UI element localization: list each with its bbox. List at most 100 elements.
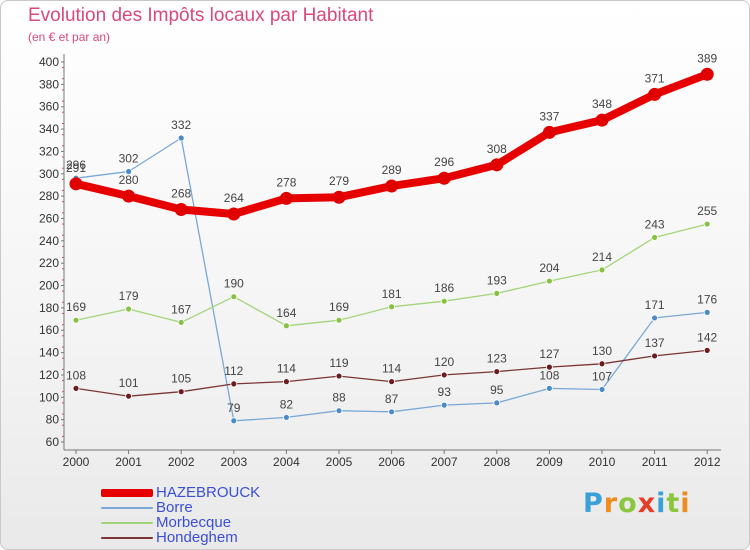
data-point-hazebrouck: [648, 87, 662, 101]
data-label-hondeghem: 112: [224, 364, 243, 378]
y-tick-label: 200: [39, 279, 59, 293]
x-tick-label: 2007: [431, 455, 458, 469]
data-label-morbecque: 255: [697, 204, 717, 218]
data-point-morbecque: [651, 234, 658, 241]
data-point-borre: [493, 399, 501, 407]
data-point-morbecque: [335, 316, 343, 324]
data-label-hazebrouck: 279: [329, 174, 349, 188]
y-tick-label: 80: [46, 413, 60, 427]
data-point-hazebrouck: [385, 179, 399, 193]
data-point-borre: [388, 408, 396, 416]
data-label-hondeghem: 142: [697, 330, 717, 344]
y-tick-label: 240: [39, 234, 59, 248]
data-label-borre: 107: [592, 369, 612, 383]
data-point-borre: [230, 417, 238, 425]
data-point-hondeghem: [230, 380, 238, 388]
data-label-hazebrouck: 371: [645, 71, 665, 85]
data-label-morbecque: 190: [224, 277, 244, 291]
data-label-borre: 171: [645, 298, 665, 312]
y-tick-label: 100: [39, 390, 59, 404]
data-label-hazebrouck: 308: [487, 142, 507, 156]
x-tick-label: 2004: [273, 455, 300, 469]
y-tick-label: 120: [39, 368, 59, 382]
legend: HAZEBROUCK Borre Morbecque Hondeghem: [101, 485, 260, 545]
data-point-borre: [546, 384, 553, 392]
data-point-morbecque: [546, 277, 553, 285]
data-label-borre: 332: [171, 118, 191, 132]
data-point-hazebrouck: [595, 113, 609, 127]
data-point-borre: [651, 314, 658, 322]
x-tick-label: 2012: [694, 455, 721, 469]
x-tick-label: 2005: [326, 455, 353, 469]
data-point-hondeghem: [493, 368, 501, 375]
data-label-hazebrouck: 268: [171, 187, 191, 201]
data-label-hondeghem: 123: [487, 352, 507, 366]
y-tick-label: 140: [39, 346, 59, 360]
data-label-morbecque: 179: [119, 289, 139, 303]
y-tick-label: 320: [39, 144, 59, 158]
y-tick-label: 340: [39, 122, 59, 136]
data-point-borre: [703, 308, 711, 316]
legend-swatch: [101, 536, 153, 539]
data-point-hondeghem: [125, 392, 132, 400]
logo-letter: i: [656, 488, 667, 519]
data-point-hazebrouck: [700, 67, 714, 81]
data-point-hazebrouck: [69, 177, 83, 191]
data-label-borre: 95: [490, 383, 504, 397]
data-label-hazebrouck: 291: [66, 161, 86, 175]
data-point-hondeghem: [651, 352, 658, 360]
y-tick-label: 360: [39, 100, 59, 114]
logo-letter: t: [666, 488, 681, 519]
data-label-borre: 88: [332, 391, 346, 405]
legend-swatch: [101, 506, 153, 509]
data-point-morbecque: [230, 293, 238, 301]
data-point-hondeghem: [703, 346, 711, 354]
data-point-hondeghem: [388, 378, 396, 386]
y-tick-label: 300: [39, 167, 59, 181]
data-label-borre: 176: [697, 292, 717, 306]
y-tick-label: 220: [39, 256, 59, 270]
proxiti-logo: Proxiti: [583, 488, 691, 519]
data-point-hondeghem: [546, 363, 553, 371]
y-tick-label: 260: [39, 211, 59, 225]
data-point-morbecque: [72, 316, 80, 324]
data-point-morbecque: [598, 266, 606, 274]
data-point-hazebrouck: [542, 125, 556, 139]
x-tick-label: 2011: [642, 455, 668, 469]
data-label-hondeghem: 101: [119, 376, 139, 390]
data-point-hondeghem: [282, 378, 290, 386]
legend-label: Hondeghem: [156, 529, 238, 546]
data-label-hazebrouck: 348: [592, 97, 612, 111]
data-point-hondeghem: [72, 384, 80, 392]
x-tick-label: 2001: [115, 455, 142, 469]
x-tick-label: 2006: [378, 455, 405, 469]
legend-swatch: [101, 521, 153, 524]
x-tick-label: 2009: [536, 455, 563, 469]
logo-letter: r: [603, 488, 619, 519]
data-label-morbecque: 186: [434, 281, 454, 295]
axes: 60 80 100 120 140 160 180 200 220 240 260 280 300 320…: [39, 54, 721, 469]
data-label-borre: 79: [227, 401, 241, 415]
data-label-hazebrouck: 278: [276, 175, 296, 189]
y-tick-label: 60: [46, 435, 60, 449]
data-point-hazebrouck: [437, 171, 451, 185]
data-label-morbecque: 181: [382, 287, 402, 301]
y-tick-label: 280: [39, 189, 59, 203]
data-point-borre: [125, 168, 132, 175]
data-label-hondeghem: 114: [277, 362, 296, 376]
data-label-borre: 302: [119, 152, 139, 166]
data-label-morbecque: 167: [171, 302, 191, 316]
data-point-hondeghem: [177, 388, 185, 396]
data-point-hazebrouck: [174, 203, 188, 217]
x-tick-label: 2000: [63, 455, 90, 469]
data-label-morbecque: 243: [645, 217, 665, 231]
data-label-borre: 82: [280, 397, 294, 411]
data-label-hondeghem: 119: [329, 356, 348, 370]
data-label-hondeghem: 114: [382, 362, 401, 376]
y-tick-label: 180: [39, 301, 59, 315]
legend-item-hazebrouck: HAZEBROUCK: [101, 485, 260, 500]
legend-label: Borre: [156, 499, 193, 516]
chart-subtitle: (en € et par an): [28, 30, 111, 44]
data-point-morbecque: [125, 305, 132, 313]
